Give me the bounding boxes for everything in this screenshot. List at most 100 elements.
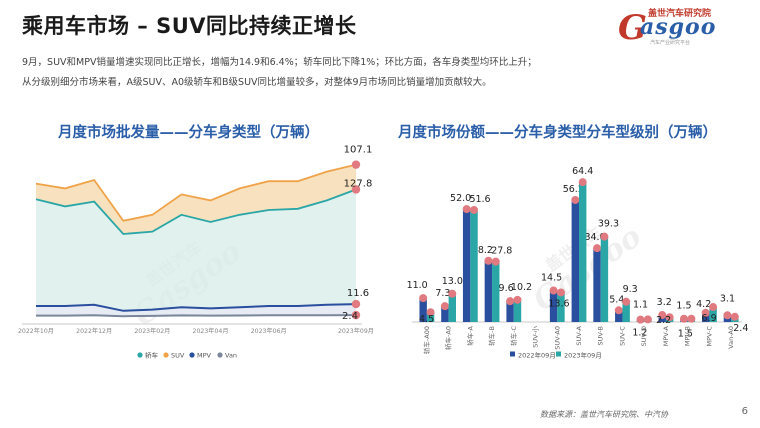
bar-top-marker	[448, 289, 457, 298]
bar-value-label: 5.4	[609, 294, 624, 305]
bar-2023	[622, 301, 630, 322]
description-line-1: 9月，SUV和MPV销量增速实现同比正增长，增幅为14.9和6.4%；轿车同比下…	[22, 57, 537, 68]
bar-value-label: 1.2	[632, 327, 647, 338]
bar-top-marker	[506, 297, 515, 306]
area-legend-marker	[189, 352, 195, 358]
bar-value-label: 1.5	[676, 301, 691, 312]
gasgoo-logo: G 盖世汽车研究院 asgoo 汽车产业研究平台	[614, 6, 744, 48]
area-end-label: 11.6	[347, 288, 369, 299]
bar-value-label: 11.0	[407, 280, 428, 291]
bar-top-marker	[571, 195, 580, 204]
area-end-marker	[351, 160, 361, 169]
bar-top-marker	[622, 297, 631, 306]
bar-2022	[506, 301, 514, 322]
bar-legend-label: 2022年09月	[518, 351, 556, 360]
bar-category-label: MPV-B	[684, 326, 692, 346]
bar-value-label: 39.3	[598, 219, 619, 230]
area-end-marker	[351, 299, 361, 309]
area-end-marker	[351, 310, 361, 320]
bar-value-label: 10.2	[511, 282, 532, 293]
bar-top-marker	[484, 256, 493, 265]
bar-value-label: 9.6	[499, 283, 514, 294]
bar-2023	[426, 312, 435, 322]
bar-value-label: 2.4	[733, 323, 748, 334]
area-end-label: 2.4	[342, 311, 358, 322]
area-x-tick-label: 2023年02月	[134, 327, 170, 335]
bar-top-marker	[470, 205, 479, 214]
bar-category-label: 轿车-B	[487, 326, 496, 346]
bar-2022	[462, 209, 471, 322]
bar-top-marker	[426, 308, 435, 317]
area-legend-marker	[163, 352, 169, 358]
bar-value-label: 28.2	[472, 245, 493, 256]
bar-top-marker	[440, 302, 449, 311]
bar-top-marker	[687, 314, 696, 323]
bar-category-label: SUV-C	[618, 326, 626, 346]
area-x-tick-label: 2022年12月	[76, 327, 112, 335]
suv-line	[35, 163, 357, 222]
page-number: 6	[741, 406, 748, 417]
bar-category-label: SUV-小	[531, 326, 540, 348]
bar-value-label: 1.5	[678, 329, 693, 340]
area-x-tick-label: 2022年10月	[18, 327, 54, 335]
bar-top-marker	[730, 312, 739, 321]
bar-top-marker	[593, 244, 602, 253]
bar-category-label: MPV-C	[705, 326, 713, 347]
bar-top-marker	[513, 295, 522, 304]
bar-top-marker	[658, 311, 667, 320]
bar-top-marker	[419, 294, 428, 303]
van-line	[36, 314, 357, 318]
bar-value-label: 51.6	[469, 194, 490, 205]
bar-value-label: 27.8	[491, 246, 512, 257]
bar-2023	[513, 299, 522, 322]
area-end-label: 107.1	[344, 145, 373, 156]
bar-top-marker	[578, 178, 587, 187]
bar-2022	[549, 290, 558, 322]
bar-category-label: SUV-A0	[553, 326, 561, 350]
area-x-tick-label: 2023年06月	[251, 327, 287, 335]
bar-value-label: 14.5	[541, 273, 562, 284]
area-legend-marker	[217, 352, 223, 358]
sedan-line	[35, 188, 357, 235]
bar-category-label: MPV-A	[662, 325, 670, 346]
bar-chart-title: 月度市场份额——分车身类型分车型级别（万辆）	[398, 125, 717, 141]
bar-top-marker	[679, 314, 688, 323]
bar-category-label: 轿车-C	[509, 326, 518, 346]
bar-2023	[579, 182, 587, 322]
bar-category-label: SUV-B	[597, 326, 605, 346]
bar-legend-label: 2023年09月	[564, 351, 602, 360]
bar-top-marker	[636, 315, 645, 324]
bar-2022	[571, 199, 579, 322]
bar-value-label: 56.2	[563, 184, 584, 195]
bar-2023	[492, 261, 500, 322]
bar-top-marker	[491, 257, 500, 266]
bar-value-label: 64.4	[572, 166, 593, 177]
logo-g-mark: G	[618, 8, 648, 48]
bar-value-label: 3.1	[720, 293, 735, 304]
bar-2022	[593, 248, 601, 322]
bar-value-label: 9.3	[623, 284, 638, 295]
bar-value-label: 4.5	[419, 314, 434, 325]
bar-category-label: SUV-D	[640, 326, 648, 346]
bar-top-marker	[462, 205, 471, 214]
bar-category-label: 轿车-A	[465, 325, 474, 345]
bar-top-marker	[701, 308, 710, 317]
mpv-area-fill	[36, 304, 356, 317]
sedan-area-fill	[36, 189, 356, 311]
area-legend-marker	[137, 352, 143, 358]
bar-top-marker	[614, 306, 623, 315]
bar-top-marker	[723, 311, 732, 320]
bar-value-label: 2.2	[656, 315, 671, 326]
area-x-tick-label: 2023年04月	[193, 327, 229, 335]
bar-2023	[470, 209, 478, 322]
area-end-label: 127.8	[344, 178, 373, 189]
area-legend-label: Van	[225, 352, 237, 360]
logo-sub: 汽车产业研究平台	[650, 40, 691, 46]
bar-category-label: 轿车-A00	[422, 326, 431, 354]
logo-word: asgoo	[640, 14, 717, 40]
bar-value-label: 3.2	[657, 297, 672, 308]
bar-value-label: 4.2	[696, 299, 711, 310]
bar-2022	[615, 310, 623, 322]
bar-top-marker	[665, 313, 674, 322]
